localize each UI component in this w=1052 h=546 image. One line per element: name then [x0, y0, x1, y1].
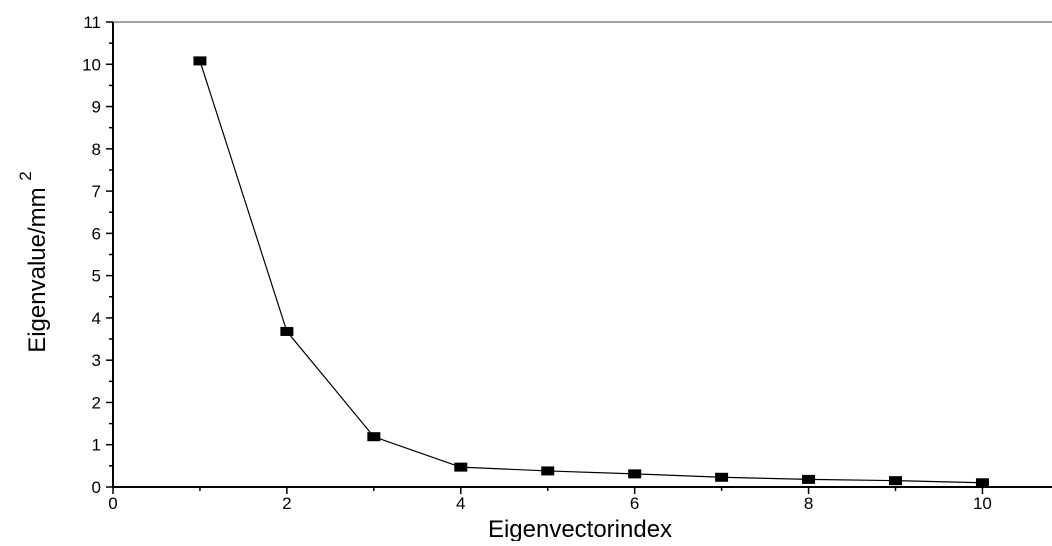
data-point-marker — [889, 476, 902, 486]
x-tick-label: 6 — [630, 494, 639, 513]
y-tick-label: 10 — [82, 55, 101, 74]
y-tick-label: 8 — [92, 140, 101, 159]
data-point-marker — [367, 432, 381, 442]
y-axis-title: Eigenvalue/mm 2 — [16, 171, 51, 353]
y-axis-title-text: Eigenvalue/mm — [24, 187, 51, 352]
y-tick-label: 9 — [92, 98, 101, 117]
data-point-marker — [454, 462, 468, 472]
data-point-marker — [975, 478, 989, 488]
x-tick-label: 4 — [456, 494, 465, 513]
x-tick-label: 0 — [108, 494, 117, 513]
data-point-marker — [715, 472, 729, 482]
y-tick-label: 7 — [92, 182, 101, 201]
data-markers-layer — [193, 56, 989, 488]
x-tick-label: 10 — [973, 494, 992, 513]
y-tick-label: 0 — [92, 478, 101, 497]
data-point-marker — [193, 56, 207, 66]
data-point-marker — [628, 469, 642, 479]
y-tick-label: 11 — [83, 13, 101, 32]
y-axis-title-superscript: 2 — [16, 171, 35, 180]
data-point-marker — [280, 326, 294, 336]
axes-layer: 0 1 2 3 4 5 6 7 8 9 10 11 0 2 4 6 8 10 — [82, 13, 1052, 513]
series-line-layer — [199, 60, 983, 484]
data-point-marker — [541, 466, 555, 476]
x-tick-label: 8 — [804, 494, 813, 513]
y-tick-label: 3 — [92, 351, 101, 370]
y-tick-label: 6 — [92, 224, 101, 243]
y-tick-label: 5 — [92, 267, 101, 286]
series-line — [199, 60, 983, 484]
y-tick-label: 4 — [92, 309, 101, 328]
x-axis-title: Eigenvectorindex — [488, 516, 672, 541]
y-tick-label: 1 — [92, 436, 101, 455]
y-tick-label: 2 — [92, 393, 101, 412]
y-axis-title-group: Eigenvalue/mm 2 — [16, 171, 51, 353]
x-tick-label: 2 — [282, 494, 291, 513]
data-point-marker — [802, 474, 816, 484]
